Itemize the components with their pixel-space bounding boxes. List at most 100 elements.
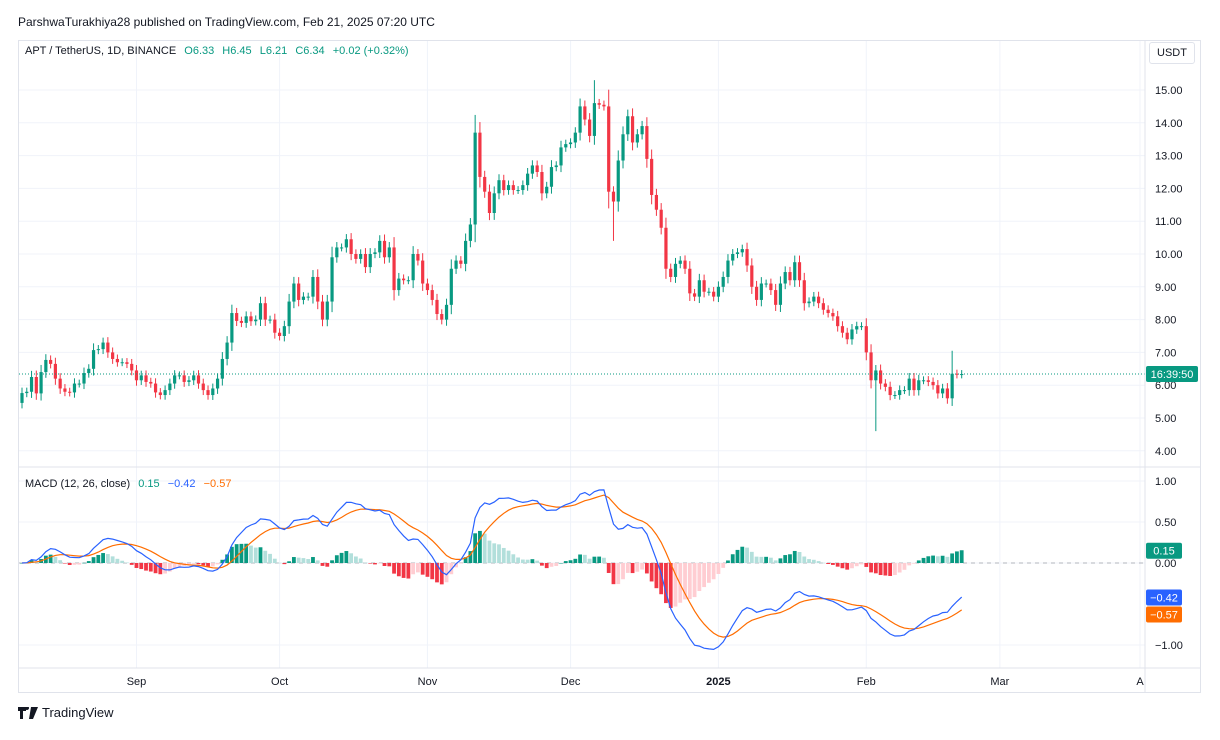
- candle-body: [549, 167, 554, 187]
- macd-histogram-bar: [582, 554, 587, 563]
- macd-histogram-bar: [540, 563, 544, 566]
- macd-histogram-bar: [244, 543, 249, 563]
- macd-histogram-bar: [869, 563, 873, 573]
- candle-body: [72, 383, 77, 393]
- candle-body: [559, 147, 563, 166]
- candle-body: [173, 375, 177, 384]
- candle-body: [311, 276, 315, 297]
- candle-body: [592, 103, 596, 136]
- macd-histogram-bar: [621, 563, 625, 580]
- candle-body: [77, 383, 81, 385]
- candle-body: [158, 392, 162, 396]
- price-tick-label: 6.00: [1155, 380, 1176, 392]
- candle-body: [607, 106, 611, 192]
- macd-histogram-bar: [735, 549, 740, 563]
- macd-histogram-bar: [158, 563, 163, 575]
- macd-histogram-bar: [907, 563, 912, 566]
- candle-body: [793, 262, 797, 281]
- macd-histogram-bar: [272, 558, 277, 563]
- candle-body: [339, 247, 344, 249]
- candle-body: [268, 319, 272, 321]
- macd-histogram-bar: [320, 563, 325, 566]
- macd-histogram-bar: [163, 563, 167, 574]
- macd-histogram-bar: [358, 558, 363, 563]
- macd-histogram-bar: [196, 563, 201, 565]
- ohlc-high: H6.45: [222, 45, 252, 57]
- macd-title[interactable]: MACD (12, 26, close): [25, 478, 131, 490]
- macd-histogram-bar: [373, 563, 377, 565]
- macd-histogram-bar: [258, 547, 263, 563]
- macd-histogram-bar: [306, 559, 311, 563]
- candle-body: [836, 316, 840, 327]
- macd-histogram-bar: [950, 553, 955, 563]
- macd-signal-line: [21, 494, 963, 638]
- candle-body: [492, 193, 496, 213]
- macd-histogram-bar: [277, 562, 282, 564]
- candle-body: [707, 291, 711, 293]
- candle-body: [464, 240, 468, 264]
- macd-histogram-bar: [96, 554, 101, 563]
- candle-body: [68, 391, 72, 393]
- grid-lines: [19, 41, 1145, 668]
- macd-signal-value: −0.57: [203, 478, 232, 490]
- candle-body: [402, 278, 406, 281]
- macd-histogram-bar: [144, 563, 148, 571]
- macd-histogram-bar: [454, 563, 458, 568]
- macd-histogram-bar: [105, 554, 110, 563]
- candle-body: [421, 260, 425, 284]
- candle-body: [111, 352, 115, 359]
- macd-histogram-bar: [29, 560, 34, 563]
- candle-body: [25, 391, 29, 394]
- candle-body: [831, 313, 835, 317]
- candle-body: [535, 165, 539, 172]
- macd-histogram-bar: [291, 557, 296, 563]
- candle-body: [650, 158, 654, 195]
- macd-histogram-bar: [587, 558, 592, 563]
- candle-body: [144, 375, 148, 382]
- macd-histogram-bar: [807, 559, 811, 563]
- candle-body: [716, 286, 721, 297]
- candle-body: [406, 280, 410, 282]
- candle-body: [454, 260, 458, 269]
- macd-histogram-bar: [850, 563, 854, 569]
- macd-histogram-bar: [468, 551, 473, 563]
- candle-body: [411, 254, 415, 281]
- candle-body: [683, 260, 687, 269]
- candle-body: [373, 252, 377, 254]
- price-tick-label: 4.00: [1155, 446, 1176, 458]
- candle-body: [540, 172, 544, 194]
- macd-histogram-bar: [578, 554, 582, 563]
- candle-body: [215, 378, 220, 389]
- candle-body: [855, 326, 859, 330]
- candle-body: [230, 313, 234, 343]
- currency-button[interactable]: USDT: [1149, 42, 1195, 64]
- macd-histogram-bar: [406, 563, 411, 579]
- macd-histogram-bar: [134, 563, 139, 568]
- macd-histogram-bar: [492, 543, 497, 563]
- candle-body: [921, 380, 926, 382]
- macd-histogram-bar: [311, 557, 315, 563]
- macd-histogram-bar: [263, 550, 268, 563]
- macd-histogram-bar: [888, 563, 893, 576]
- macd-histogram-bar: [48, 554, 53, 563]
- candle-body: [297, 283, 301, 300]
- candle-body: [192, 375, 196, 381]
- candle-body: [630, 116, 635, 143]
- candle-body: [187, 380, 191, 382]
- tradingview-logo[interactable]: TradingView: [18, 705, 114, 720]
- macd-histogram-bar: [382, 563, 387, 566]
- macd-histogram-bar: [349, 553, 354, 563]
- candle-body: [774, 290, 778, 305]
- candle-body: [516, 190, 520, 192]
- candle-body: [917, 380, 921, 391]
- macd-histogram-bar: [687, 563, 692, 600]
- price-tick-label: 7.00: [1155, 347, 1176, 359]
- macd-histogram-bar: [392, 563, 396, 574]
- symbol-title[interactable]: APT / TetherUS, 1D, BINANCE: [25, 45, 177, 57]
- macd-histogram-bar: [835, 563, 840, 567]
- time-tick-label: Oct: [271, 676, 288, 688]
- macd-histogram-bar: [940, 555, 945, 563]
- candle-body: [816, 296, 821, 304]
- macd-histogram-bar: [606, 563, 611, 573]
